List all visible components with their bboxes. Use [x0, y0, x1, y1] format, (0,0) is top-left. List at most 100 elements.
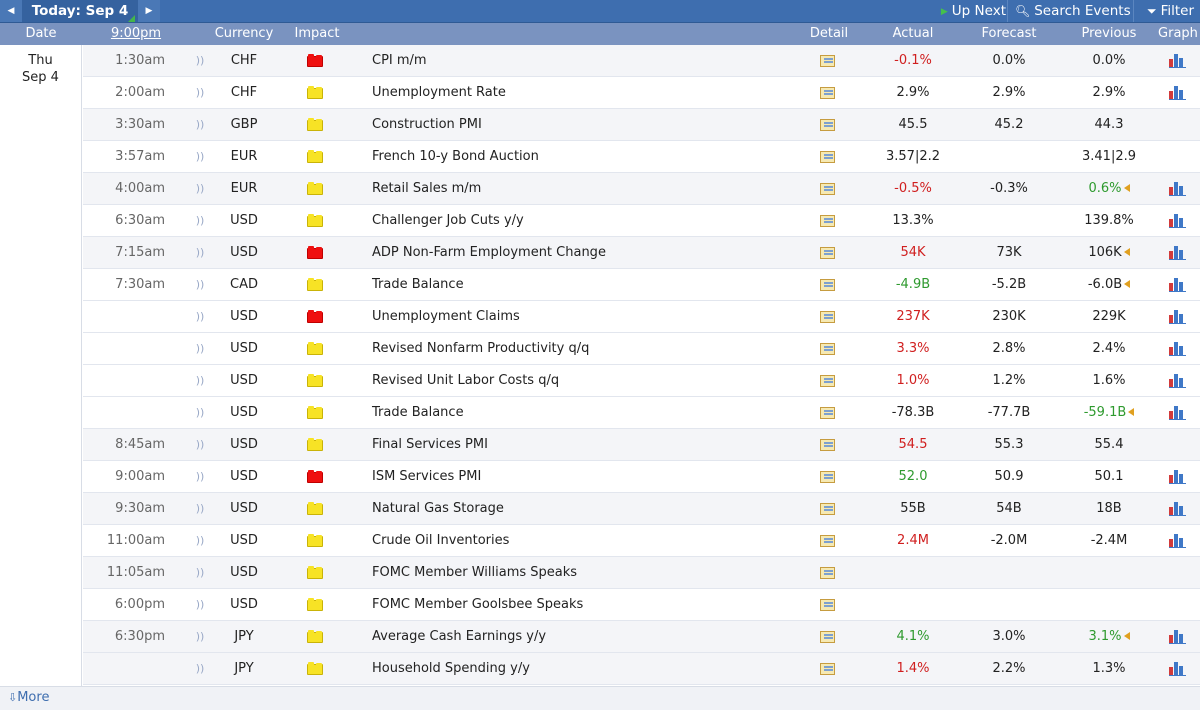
graph-button[interactable] [1169, 77, 1189, 108]
detail-button[interactable] [820, 621, 838, 652]
table-row[interactable]: )) USD Revised Unit Labor Costs q/q 1.0% 1.2… [83, 365, 1200, 397]
revised-arrow-icon[interactable] [1123, 248, 1130, 256]
graph-button[interactable] [1169, 461, 1189, 492]
sound-alert-icon[interactable]: )) [195, 502, 205, 515]
graph-button[interactable] [1169, 45, 1189, 76]
detail-button[interactable] [820, 525, 838, 556]
event-title[interactable]: Construction PMI [372, 117, 482, 132]
detail-button[interactable] [820, 397, 838, 428]
impact-folder-icon[interactable] [307, 621, 325, 652]
table-row[interactable]: 6:30pm)) JPY Average Cash Earnings y/y 4.1%… [83, 621, 1200, 653]
event-title[interactable]: Trade Balance [372, 405, 464, 420]
impact-folder-icon[interactable] [307, 173, 325, 204]
impact-folder-icon[interactable] [307, 77, 325, 108]
detail-button[interactable] [820, 45, 838, 76]
event-title[interactable]: French 10-y Bond Auction [372, 149, 539, 164]
event-title[interactable]: Crude Oil Inventories [372, 533, 510, 548]
impact-folder-icon[interactable] [307, 301, 325, 332]
event-title[interactable]: Unemployment Claims [372, 309, 520, 324]
table-row[interactable]: 4:00am)) EUR Retail Sales m/m -0.5% -0.3% 0.6… [83, 173, 1200, 205]
sound-alert-icon[interactable]: )) [195, 342, 205, 355]
table-row[interactable]: 7:15am)) USD ADP Non-Farm Employment Chang… [83, 237, 1200, 269]
impact-folder-icon[interactable] [307, 365, 325, 396]
graph-button[interactable] [1169, 525, 1189, 556]
detail-button[interactable] [820, 653, 838, 684]
event-title[interactable]: CPI m/m [372, 53, 427, 68]
filter-button[interactable]: ⏷ Filter [1133, 0, 1200, 22]
graph-button[interactable] [1169, 205, 1189, 236]
impact-folder-icon[interactable] [307, 45, 325, 76]
today-date-label[interactable]: Today: Sep 4 [22, 0, 138, 22]
graph-button[interactable] [1169, 269, 1189, 300]
event-title[interactable]: Natural Gas Storage [372, 501, 504, 516]
sound-alert-icon[interactable]: )) [195, 406, 205, 419]
detail-button[interactable] [820, 77, 838, 108]
sound-alert-icon[interactable]: )) [195, 310, 205, 323]
graph-button[interactable] [1169, 397, 1189, 428]
event-title[interactable]: ADP Non-Farm Employment Change [372, 245, 606, 260]
table-row[interactable]: 11:05am)) USD FOMC Member Williams Speaks [83, 557, 1200, 589]
event-title[interactable]: Retail Sales m/m [372, 181, 482, 196]
impact-folder-icon[interactable] [307, 461, 325, 492]
sound-alert-icon[interactable]: )) [195, 86, 205, 99]
impact-folder-icon[interactable] [307, 141, 325, 172]
sound-alert-icon[interactable]: )) [195, 566, 205, 579]
impact-folder-icon[interactable] [307, 429, 325, 460]
table-row[interactable]: 11:00am)) USD Crude Oil Inventories 2.4M -2.… [83, 525, 1200, 557]
revised-arrow-icon[interactable] [1124, 280, 1131, 288]
detail-button[interactable] [820, 237, 838, 268]
sound-alert-icon[interactable]: )) [195, 150, 205, 163]
event-title[interactable]: Final Services PMI [372, 437, 488, 452]
table-row[interactable]: 6:00pm)) USD FOMC Member Goolsbee Speaks [83, 589, 1200, 621]
graph-button[interactable] [1169, 621, 1189, 652]
sound-alert-icon[interactable]: )) [195, 118, 205, 131]
detail-button[interactable] [820, 269, 838, 300]
sound-alert-icon[interactable]: )) [195, 630, 205, 643]
sound-alert-icon[interactable]: )) [195, 374, 205, 387]
impact-folder-icon[interactable] [307, 653, 325, 684]
event-title[interactable]: Revised Nonfarm Productivity q/q [372, 341, 590, 356]
graph-button[interactable] [1169, 365, 1189, 396]
detail-button[interactable] [820, 429, 838, 460]
impact-folder-icon[interactable] [307, 557, 325, 588]
detail-button[interactable] [820, 365, 838, 396]
detail-button[interactable] [820, 141, 838, 172]
next-day-button[interactable]: ▶ [138, 0, 160, 22]
graph-button[interactable] [1169, 653, 1189, 684]
graph-button[interactable] [1169, 173, 1189, 204]
table-row[interactable]: 6:30am)) USD Challenger Job Cuts y/y 13.3% 1… [83, 205, 1200, 237]
event-title[interactable]: Household Spending y/y [372, 661, 530, 676]
impact-folder-icon[interactable] [307, 333, 325, 364]
detail-button[interactable] [820, 205, 838, 236]
revised-arrow-icon[interactable] [1123, 632, 1130, 640]
table-row[interactable]: 9:00am)) USD ISM Services PMI 52.0 50.9 50.1 [83, 461, 1200, 493]
sound-alert-icon[interactable]: )) [195, 662, 205, 675]
impact-folder-icon[interactable] [307, 205, 325, 236]
more-button[interactable]: ⇩More [8, 690, 49, 705]
graph-button[interactable] [1169, 237, 1189, 268]
revised-arrow-icon[interactable] [1128, 408, 1135, 416]
previous-day-button[interactable]: ◀ [0, 0, 22, 22]
table-row[interactable]: )) USD Revised Nonfarm Productivity q/q 3.3… [83, 333, 1200, 365]
header-time-zone-link[interactable]: 9:00pm [110, 26, 162, 41]
detail-button[interactable] [820, 493, 838, 524]
detail-button[interactable] [820, 333, 838, 364]
graph-button[interactable] [1169, 493, 1189, 524]
sound-alert-icon[interactable]: )) [195, 182, 205, 195]
table-row[interactable]: 8:45am)) USD Final Services PMI 54.5 55.3 55.… [83, 429, 1200, 461]
sound-alert-icon[interactable]: )) [195, 214, 205, 227]
table-row[interactable]: )) USD Trade Balance -78.3B -77.7B -59.1B [83, 397, 1200, 429]
sound-alert-icon[interactable]: )) [195, 534, 205, 547]
up-next-button[interactable]: ▶ Up Next [925, 0, 1006, 22]
graph-button[interactable] [1169, 333, 1189, 364]
event-title[interactable]: FOMC Member Williams Speaks [372, 565, 578, 580]
table-row[interactable]: 3:57am)) EUR French 10-y Bond Auction 3.57|… [83, 141, 1200, 173]
impact-folder-icon[interactable] [307, 589, 325, 620]
sound-alert-icon[interactable]: )) [195, 438, 205, 451]
revised-arrow-icon[interactable] [1123, 184, 1130, 192]
event-title[interactable]: FOMC Member Goolsbee Speaks [372, 597, 584, 612]
sound-alert-icon[interactable]: )) [195, 246, 205, 259]
table-row[interactable]: 1:30am)) CHF CPI m/m -0.1% 0.0% 0.0% [83, 45, 1200, 77]
table-row[interactable]: 3:30am)) GBP Construction PMI 45.5 45.2 44.3 [83, 109, 1200, 141]
sound-alert-icon[interactable]: )) [195, 598, 205, 611]
